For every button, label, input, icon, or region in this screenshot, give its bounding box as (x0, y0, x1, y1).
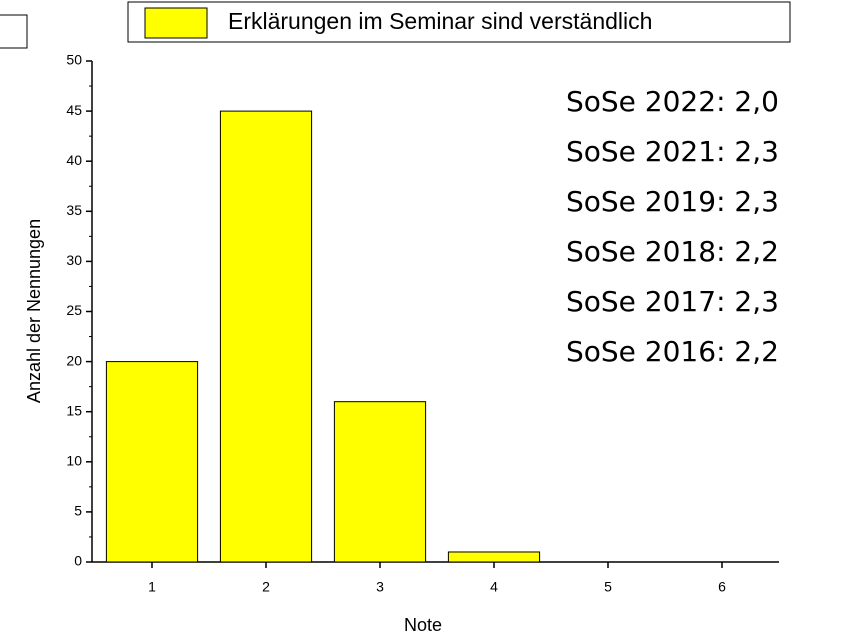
y-tick-label: 25 (66, 302, 82, 318)
x-tick-label: 4 (490, 579, 498, 595)
y-tick-label: 40 (66, 152, 82, 168)
bar (333, 401, 427, 563)
bar (447, 551, 541, 563)
y-tick-label: 5 (74, 503, 82, 519)
x-tick-label: 2 (262, 579, 270, 595)
y-tick-label: 35 (66, 202, 82, 218)
legend-label: Erklärungen im Seminar sind verständlich (228, 8, 652, 34)
x-tick-label: 6 (718, 579, 726, 595)
annotation: SoSe 2021: 2,3 (566, 135, 779, 168)
x-tick-label: 5 (604, 579, 612, 595)
annotation: SoSe 2022: 2,0 (566, 85, 779, 118)
legend-swatch (144, 7, 208, 39)
y-tick-label: 50 (66, 52, 82, 68)
y-tick-label: 30 (66, 252, 82, 268)
legend-box (127, 1, 791, 43)
x-axis-label: Note (404, 615, 442, 635)
bar (105, 361, 199, 563)
x-tick-label: 1 (148, 579, 156, 595)
y-tick-label: 0 (74, 553, 82, 569)
annotation: SoSe 2018: 2,2 (566, 235, 779, 268)
y-tick-label: 45 (66, 102, 82, 118)
y-tick-label: 10 (66, 453, 82, 469)
x-tick-label: 3 (376, 579, 384, 595)
annotation: SoSe 2019: 2,3 (566, 185, 779, 218)
y-tick-label: 15 (66, 402, 82, 418)
annotation: SoSe 2016: 2,2 (566, 335, 779, 368)
y-axis-label: Anzahl der Nennungen (24, 219, 44, 403)
annotation: SoSe 2017: 2,3 (566, 285, 779, 318)
partial-box (0, 14, 28, 49)
bar (219, 110, 313, 563)
y-tick-label: 20 (66, 352, 82, 368)
